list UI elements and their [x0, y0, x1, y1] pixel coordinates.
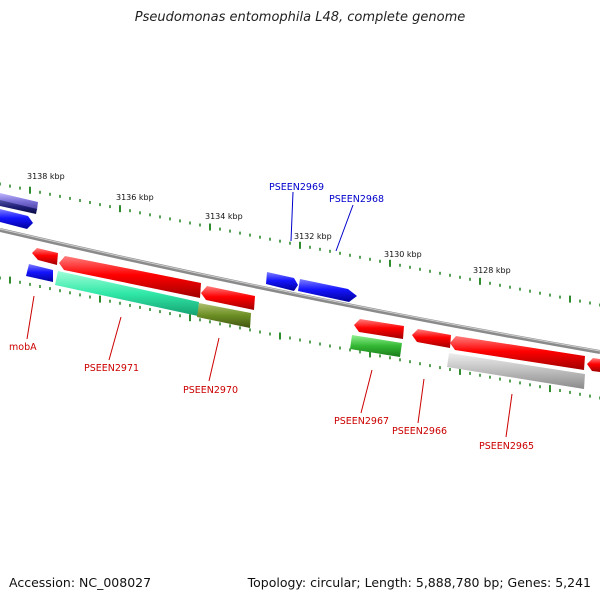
gene-feature-blue-mobA[interactable] — [26, 264, 53, 282]
leader-PSEEN2971 — [108, 316, 122, 361]
gene-PSEEN2970[interactable] — [201, 286, 255, 310]
label-PSEEN2970[interactable]: PSEEN2970 — [183, 385, 238, 396]
gene-feature-lavender[interactable] — [0, 193, 38, 210]
kbp-label-3138: 3138 kbp — [27, 172, 65, 181]
kbp-label-3132: 3132 kbp — [294, 232, 332, 241]
lower-tick-track — [0, 276, 600, 400]
label-PSEEN2966[interactable]: PSEEN2966 — [392, 426, 447, 437]
gene-feature-navy[interactable] — [0, 200, 37, 214]
gene-mobA[interactable] — [32, 248, 58, 265]
gene-feature-green[interactable] — [350, 335, 402, 357]
kbp-label-3128: 3128 kbp — [473, 266, 511, 275]
label-PSEEN2969[interactable]: PSEEN2969 — [269, 182, 324, 193]
genome-backbone — [0, 228, 600, 354]
gene-PSEEN2969[interactable] — [266, 272, 298, 291]
kbp-label-3136: 3136 kbp — [116, 193, 154, 202]
label-PSEEN2968[interactable]: PSEEN2968 — [329, 194, 384, 205]
label-PSEEN2965[interactable]: PSEEN2965 — [479, 441, 534, 452]
leader-PSEEN2969 — [290, 191, 294, 242]
upper-tick-track — [0, 182, 600, 307]
kbp-label-3130: 3130 kbp — [384, 250, 422, 259]
gene-feature-blue-left[interactable] — [0, 209, 33, 229]
gene-feature-red-right[interactable] — [587, 358, 600, 372]
genome-summary-text: Topology: circular; Length: 5,888,780 bp… — [247, 575, 591, 590]
label-PSEEN2971[interactable]: PSEEN2971 — [84, 363, 139, 374]
gene-PSEEN2966[interactable] — [412, 329, 451, 348]
accession-text: Accession: NC_008027 — [9, 575, 152, 590]
kbp-label-3134: 3134 kbp — [205, 212, 243, 221]
gene-PSEEN2965[interactable] — [450, 336, 585, 370]
gene-feature-aqua[interactable] — [55, 271, 199, 316]
leader-mobA — [26, 295, 35, 340]
leader-PSEEN2966 — [417, 378, 425, 424]
leader-PSEEN2967 — [360, 369, 373, 414]
leader-PSEEN2965 — [505, 393, 513, 438]
gene-PSEEN2971[interactable] — [59, 256, 201, 298]
leader-PSEEN2970 — [208, 337, 220, 382]
gene-feature-gray[interactable] — [447, 353, 585, 389]
gene-feature-olive[interactable] — [197, 303, 251, 328]
gene-PSEEN2967[interactable] — [354, 319, 404, 339]
label-mobA[interactable]: mobA — [9, 342, 37, 353]
gene-PSEEN2968[interactable] — [298, 279, 357, 302]
leader-PSEEN2968 — [335, 204, 354, 252]
map-title: Pseudomonas entomophila L48, complete ge… — [134, 10, 466, 25]
label-PSEEN2967[interactable]: PSEEN2967 — [334, 416, 389, 427]
